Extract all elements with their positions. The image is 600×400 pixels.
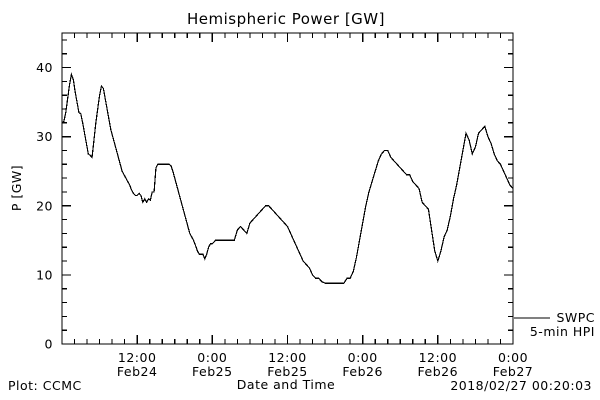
x-axis-title: Date and Time — [237, 377, 335, 392]
y-tick-label: 0 — [45, 337, 53, 352]
x-tick-label-date: Feb25 — [267, 364, 308, 379]
y-tick-label: 20 — [36, 198, 53, 213]
x-tick-label-date: Feb26 — [342, 364, 383, 379]
series-line-0 — [61, 72, 514, 284]
y-axis-tick-labels: 0 10 20 30 40 — [36, 60, 53, 352]
x-axis-tick-labels: 12:00Feb240:00Feb2512:00Feb250:00Feb2612… — [117, 350, 533, 379]
x-tick-label-date: Feb26 — [418, 364, 459, 379]
x-tick-label-time: 12:00 — [118, 350, 157, 365]
data-series-group — [61, 72, 514, 284]
timestamp-label: 2018/02/27 00:20:03 — [450, 378, 592, 393]
chart-title: Hemispheric Power [GW] — [187, 10, 385, 28]
x-tick-label-time: 0:00 — [498, 350, 528, 365]
x-tick-label-time: 12:00 — [268, 350, 307, 365]
x-tick-label-time: 0:00 — [197, 350, 227, 365]
y-axis-title: P [GW] — [9, 165, 24, 211]
legend-label-primary: SWPC — [556, 310, 595, 325]
plot-frame — [61, 32, 514, 345]
y-tick-label: 30 — [36, 129, 53, 144]
x-axis-ticks — [61, 33, 514, 344]
x-tick-label-time: 0:00 — [348, 350, 378, 365]
y-tick-label: 40 — [36, 60, 53, 75]
x-tick-label-time: 12:00 — [419, 350, 458, 365]
x-tick-label-date: Feb25 — [192, 364, 233, 379]
y-tick-label: 10 — [36, 267, 53, 282]
x-tick-label-date: Feb24 — [117, 364, 158, 379]
x-tick-label-date: Feb27 — [493, 364, 534, 379]
plot-credit: Plot: CCMC — [8, 378, 82, 393]
y-axis-ticks — [62, 39, 513, 345]
legend-label-secondary: 5-min HPI — [530, 324, 595, 339]
